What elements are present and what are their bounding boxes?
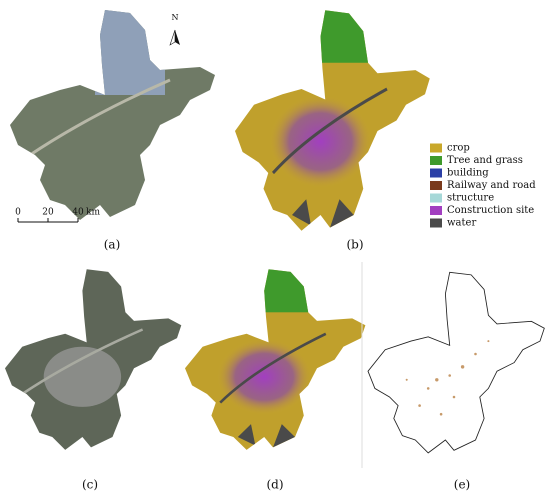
map-d: [185, 269, 366, 450]
legend-label: crop: [447, 143, 470, 154]
legend-swatch: [430, 168, 442, 178]
map-e: [367, 271, 545, 454]
legend-swatch: [430, 143, 442, 153]
legend-label: Construction site: [447, 205, 534, 216]
scale-unit: km: [86, 208, 100, 218]
panel-label: (e): [454, 478, 470, 492]
north-arrow: [169, 29, 180, 46]
legend-swatch: [430, 156, 442, 165]
legend-label: building: [447, 168, 489, 179]
legend-label: water: [447, 218, 476, 229]
legend-swatch: [430, 206, 442, 215]
panel-label: (a): [104, 238, 121, 252]
legend-label: structure: [447, 193, 494, 204]
scale-label: 40: [72, 208, 84, 218]
legend-label: Railway and road: [447, 180, 536, 191]
legend-swatch: [430, 193, 442, 203]
panel-label: (c): [82, 478, 98, 492]
north-label: N: [172, 13, 179, 22]
panel-label: (b): [346, 238, 363, 252]
map-c: [5, 269, 182, 450]
scale-label: 20: [42, 208, 54, 218]
map-a: [10, 10, 215, 220]
legend-swatch: [430, 181, 442, 190]
scale-label: 0: [15, 208, 21, 218]
map-b: [235, 10, 430, 231]
panel-label: (d): [266, 478, 283, 492]
legend-label: Tree and grass: [447, 155, 523, 166]
legend-swatch: [430, 218, 442, 228]
scale-bar: [17, 218, 79, 223]
